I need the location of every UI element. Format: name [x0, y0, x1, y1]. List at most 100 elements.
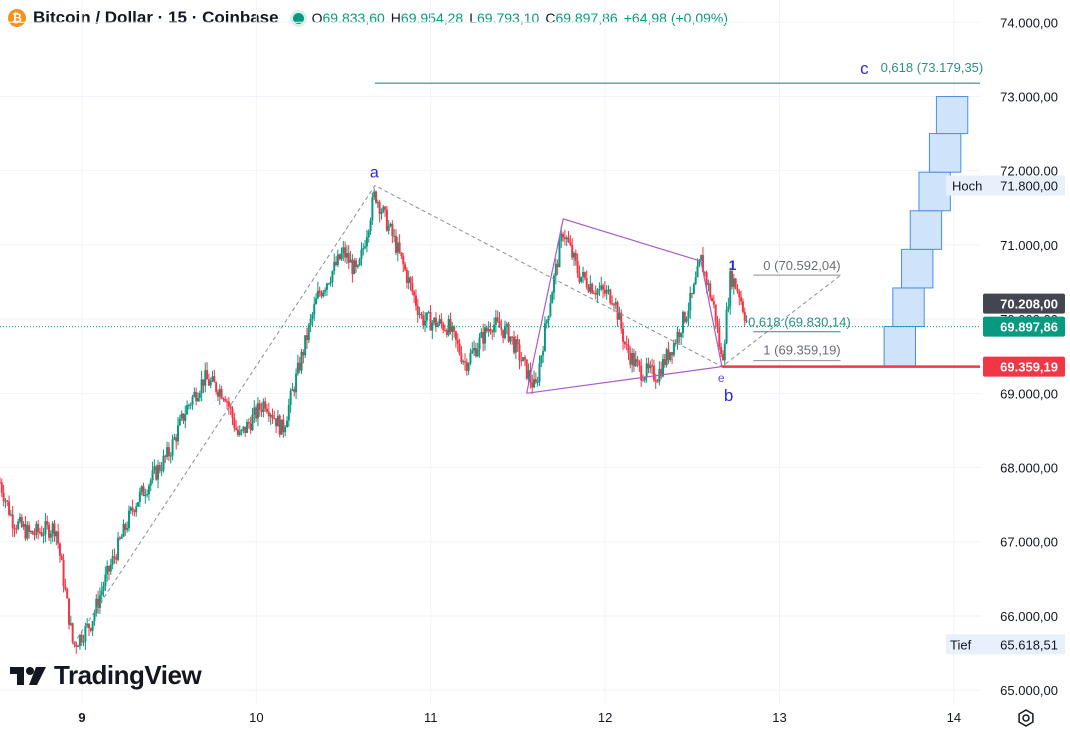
candle-body	[474, 347, 477, 357]
candle-body	[271, 414, 274, 419]
candle-body	[282, 419, 285, 433]
candle-body	[454, 331, 457, 340]
candle-body	[409, 277, 412, 283]
candle-body	[233, 418, 236, 428]
projection-box	[901, 248, 934, 289]
candle-body	[29, 531, 32, 533]
candle-body	[222, 398, 225, 400]
candle-body	[311, 314, 314, 319]
candle-body	[433, 317, 436, 323]
low-value: 65.618,51	[1000, 637, 1058, 652]
candle-body	[171, 439, 174, 456]
candle-body	[49, 533, 52, 538]
candle-body	[180, 413, 183, 419]
candle-body	[736, 288, 739, 292]
settings-gear-icon[interactable]	[1015, 707, 1037, 729]
candle-body	[424, 320, 427, 326]
candle-body	[118, 537, 121, 539]
fib-level-label: 1 (69.359,19)	[763, 343, 840, 358]
candle-body	[335, 261, 338, 266]
candle-body	[273, 418, 276, 420]
tradingview-logo-icon	[10, 666, 46, 685]
candle-body	[723, 343, 726, 361]
candle-body	[585, 278, 588, 288]
candle-body	[198, 393, 201, 398]
candle-body	[636, 359, 639, 362]
candle-body	[680, 332, 683, 338]
fib-level-label: 0,618 (73.179,35)	[881, 60, 984, 75]
candle-body	[721, 354, 724, 361]
candle-body	[68, 598, 71, 625]
candle-body	[387, 225, 390, 231]
candle-body	[86, 623, 89, 626]
candle-body	[356, 265, 359, 267]
candle-body	[729, 271, 732, 307]
candle-body	[91, 621, 94, 631]
candle-body	[649, 365, 652, 369]
projection-box	[883, 326, 916, 368]
candle-body	[316, 290, 319, 299]
candle-body	[242, 426, 245, 430]
candle-body	[407, 277, 410, 283]
wave-abc-path	[72, 184, 841, 645]
candle-body	[287, 405, 290, 421]
candle-body	[731, 271, 734, 287]
candle-body	[331, 271, 334, 282]
candle-body	[256, 403, 259, 419]
market-status-icon	[292, 12, 304, 24]
candle-body	[166, 447, 169, 457]
candle-body	[158, 465, 161, 471]
candle-body	[200, 379, 203, 394]
candle-body	[609, 289, 612, 304]
candle-body	[538, 363, 541, 382]
candle-body	[714, 304, 717, 322]
candle-body	[362, 247, 365, 250]
candle-body	[718, 327, 721, 347]
candle-body	[632, 352, 635, 367]
candle-body	[57, 531, 60, 544]
candle-body	[46, 521, 49, 525]
candle-body	[124, 524, 127, 530]
candle-body	[318, 290, 321, 294]
candle-body	[740, 297, 743, 302]
candle-body	[473, 347, 476, 351]
candle-body	[591, 283, 594, 294]
candle-body	[78, 634, 81, 647]
candle-body	[527, 370, 530, 379]
candle-body	[720, 346, 723, 355]
candle-body	[320, 293, 323, 297]
candle-body	[213, 376, 216, 383]
candle-body	[596, 289, 599, 295]
candle-body	[643, 377, 646, 381]
candle-body	[709, 283, 712, 298]
candle-body	[269, 414, 272, 417]
price-axis-tick: 67.000,00	[1000, 535, 1058, 550]
candle-body	[365, 237, 368, 247]
candle-body	[594, 293, 597, 295]
candle-body	[634, 359, 637, 367]
projection-box	[935, 95, 969, 135]
candle-body	[100, 590, 103, 596]
candle-body	[60, 555, 63, 561]
candle-body	[367, 231, 370, 238]
candle-body	[177, 425, 180, 442]
candle-body	[516, 339, 519, 345]
candle-body	[247, 422, 250, 424]
candle-body	[37, 523, 40, 532]
candle-body	[411, 282, 414, 292]
candle-body	[84, 625, 87, 642]
candle-body	[560, 233, 563, 242]
candle-body	[422, 315, 425, 326]
candle-body	[651, 365, 654, 367]
candle-body	[536, 381, 539, 383]
candle-body	[304, 335, 307, 356]
time-axis-tick: 9	[78, 710, 85, 725]
tradingview-logo[interactable]: TradingView	[10, 660, 202, 691]
candle-body	[598, 289, 601, 291]
candle-body	[149, 480, 152, 486]
candle-body	[496, 317, 499, 321]
candle-body	[313, 304, 316, 315]
candle-body	[698, 260, 701, 266]
candle-body	[582, 272, 585, 277]
